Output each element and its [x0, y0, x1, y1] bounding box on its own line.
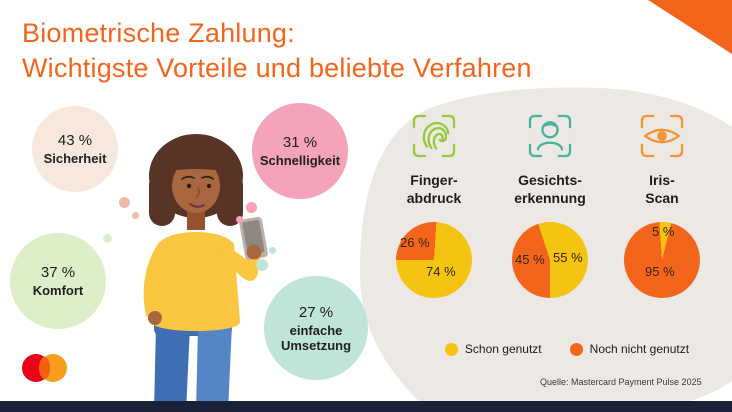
- decorative-dot: [236, 216, 243, 223]
- benefit-value: 27 %: [298, 303, 334, 321]
- pie-slice-label: 26 %: [400, 235, 430, 250]
- pie-slice-label: 5 %: [652, 224, 675, 239]
- benefit-bubble-sicherheit: 43 % Sicherheit: [32, 106, 118, 192]
- legend-item-schon-genutzt: Schon genutzt: [444, 342, 542, 356]
- method-name-line: Scan: [645, 190, 679, 206]
- method-name-line: Gesichts-: [518, 172, 582, 188]
- fingerprint-icon: [412, 114, 456, 158]
- pie-chart-iris-scan: 5 % 95 %: [624, 222, 700, 298]
- legend-label-used: Schon genutzt: [464, 342, 542, 356]
- method-iris-scan: Iris- Scan 5 % 95 %: [600, 112, 724, 298]
- pie-slice-label: 74 %: [426, 264, 456, 279]
- pie-chart-gesichtserkennung: 45 % 55 %: [512, 222, 588, 298]
- pie-chart-fingerabdruck: 26 % 74 %: [396, 222, 472, 298]
- method-name-line: abdruck: [406, 190, 462, 206]
- pie-legend: Schon genutzt Noch nicht genutzt: [402, 342, 732, 356]
- mastercard-overlap: [39, 357, 50, 379]
- decorative-dot: [103, 234, 112, 243]
- decorative-dot: [119, 197, 130, 208]
- iris-scan-icon: [640, 114, 684, 158]
- legend-dot-used: [444, 342, 458, 356]
- woman-with-phone-illustration: [143, 134, 268, 412]
- decorative-dot: [269, 247, 276, 254]
- decorative-dot: [256, 259, 268, 271]
- method-name-line: Iris-: [649, 172, 675, 188]
- method-name-line: Finger-: [410, 172, 458, 188]
- title-line-1: Biometrische Zahlung:: [22, 18, 295, 48]
- method-name: Finger- abdruck: [372, 171, 496, 207]
- face-recognition-icon: [528, 114, 572, 158]
- source-note: Quelle: Mastercard Payment Pulse 2025: [540, 377, 702, 387]
- benefit-label: Sicherheit: [43, 151, 107, 166]
- method-fingerabdruck: Finger- abdruck 26 % 74 %: [372, 112, 496, 298]
- benefit-label: einfache Umsetzung: [280, 322, 352, 353]
- method-name-line: erkennung: [514, 190, 586, 206]
- method-name: Gesichts- erkennung: [488, 171, 612, 207]
- pie-slice-label: 55 %: [553, 250, 583, 265]
- decorative-dot: [132, 212, 139, 219]
- bottom-bar: [0, 401, 732, 412]
- legend-dot-not-used: [569, 342, 583, 356]
- benefit-label: Komfort: [32, 283, 84, 298]
- page-title: Biometrische Zahlung: Wichtigste Vorteil…: [22, 16, 532, 86]
- benefit-bubble-schnelligkeit: 31 % Schnelligkeit: [252, 103, 348, 199]
- title-line-2: Wichtigste Vorteile und beliebte Verfahr…: [22, 53, 532, 83]
- legend-item-noch-nicht-genutzt: Noch nicht genutzt: [569, 342, 690, 356]
- pie-slice-label: 95 %: [645, 264, 675, 279]
- method-gesichtserkennung: Gesichts- erkennung 45 % 55 %: [488, 112, 612, 298]
- mastercard-logo: [22, 354, 88, 382]
- benefit-value: 31 %: [282, 134, 318, 151]
- benefit-bubble-einfache-umsetzung: 27 % einfache Umsetzung: [264, 276, 368, 380]
- legend-label-not-used: Noch nicht genutzt: [589, 342, 690, 356]
- method-name: Iris- Scan: [600, 171, 724, 207]
- benefit-value: 43 %: [57, 132, 93, 149]
- benefit-label: Schnelligkeit: [259, 153, 341, 168]
- benefit-value: 37 %: [40, 264, 76, 281]
- benefit-bubble-komfort: 37 % Komfort: [10, 233, 106, 329]
- pie-slice-label: 45 %: [515, 252, 545, 267]
- decorative-dot: [246, 202, 257, 213]
